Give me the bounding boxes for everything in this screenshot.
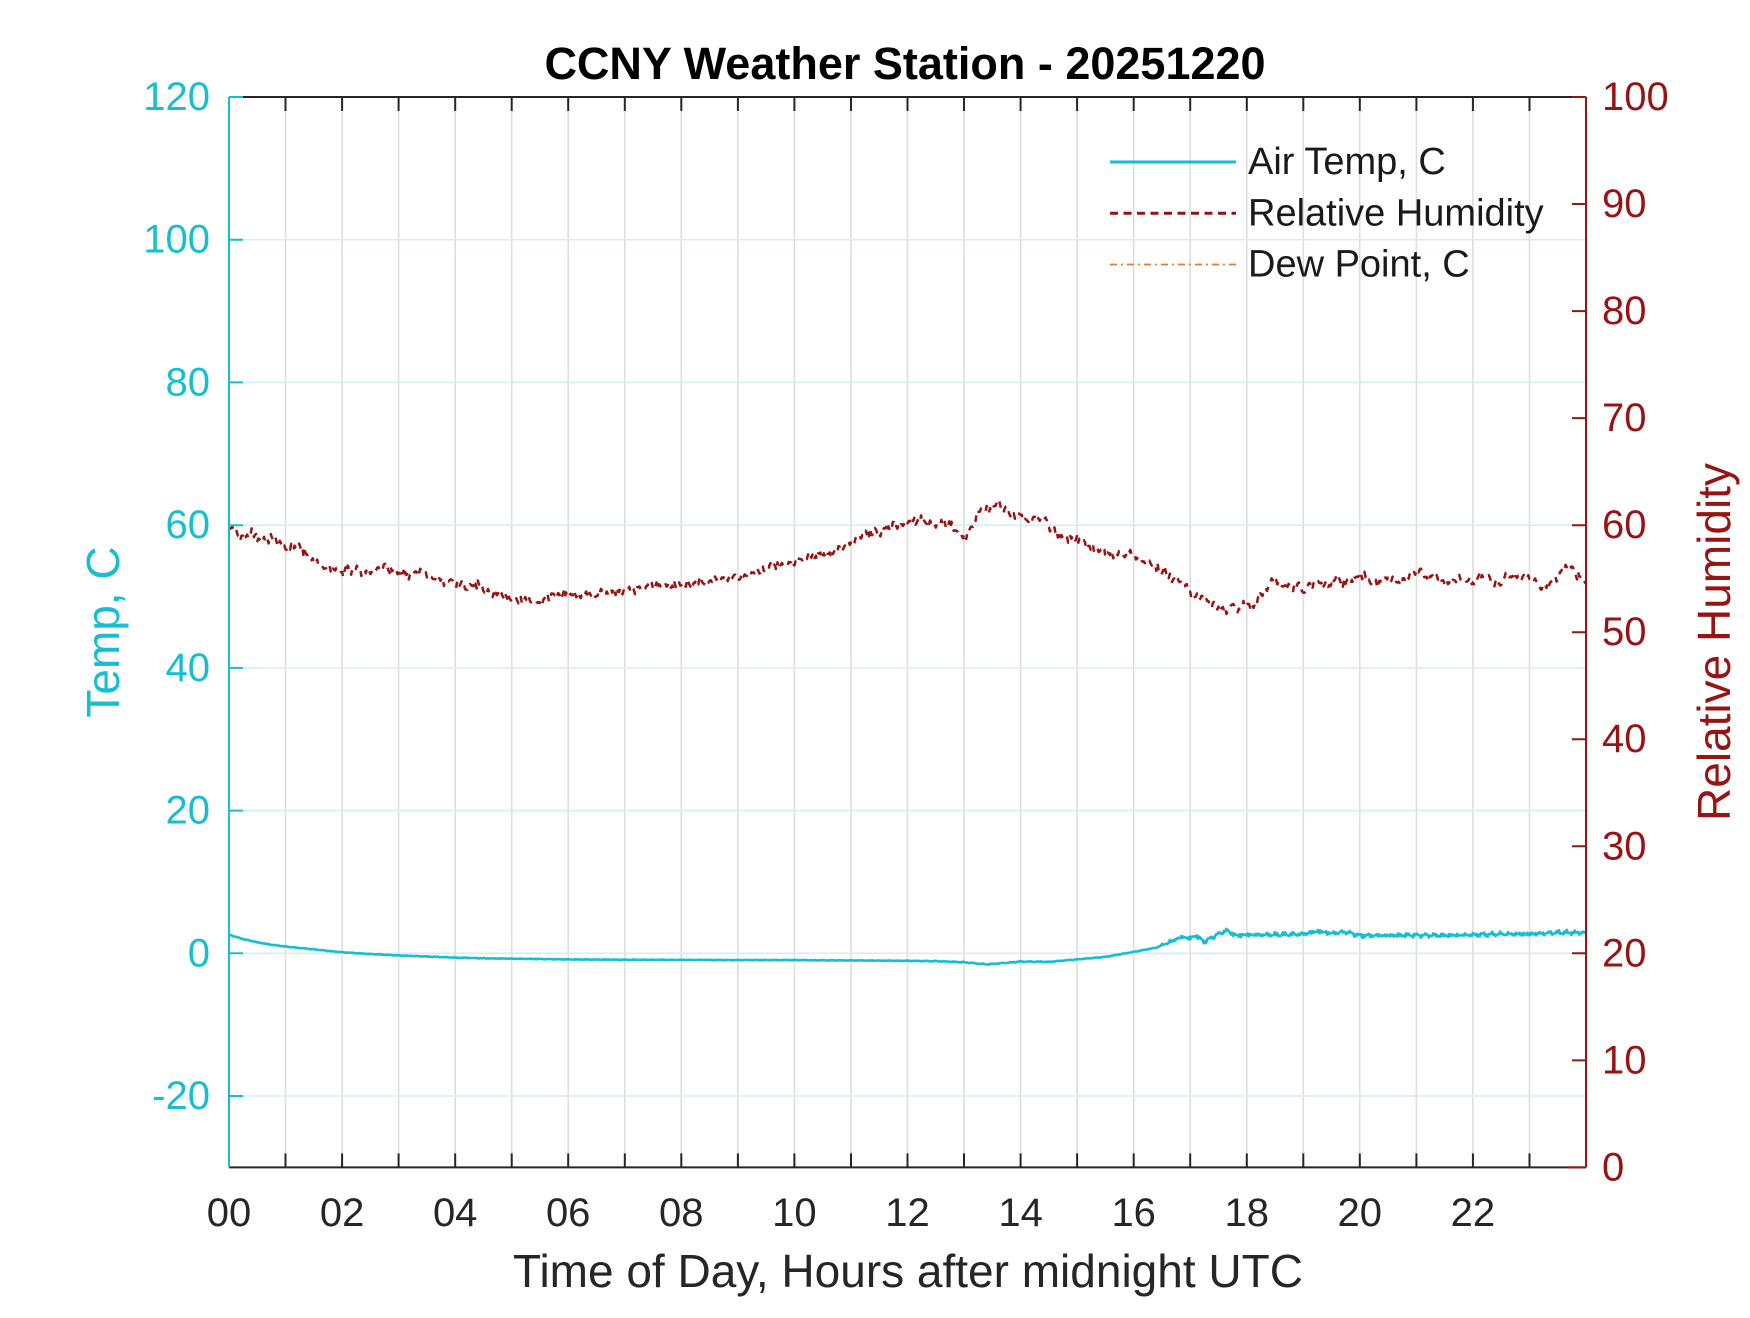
svg-text:0: 0 — [1602, 1145, 1624, 1189]
svg-text:06: 06 — [546, 1191, 591, 1235]
svg-text:30: 30 — [1602, 824, 1647, 868]
svg-text:100: 100 — [143, 218, 210, 262]
svg-text:60: 60 — [166, 503, 211, 547]
svg-text:70: 70 — [1602, 396, 1647, 440]
svg-text:18: 18 — [1225, 1191, 1270, 1235]
svg-text:120: 120 — [143, 75, 210, 119]
svg-text:40: 40 — [1602, 717, 1647, 761]
svg-text:40: 40 — [166, 646, 211, 690]
svg-text:Relative Humidity: Relative Humidity — [1688, 463, 1740, 821]
svg-text:22: 22 — [1451, 1191, 1496, 1235]
svg-text:0: 0 — [188, 931, 210, 975]
svg-text:80: 80 — [166, 360, 211, 404]
svg-text:16: 16 — [1111, 1191, 1156, 1235]
svg-text:20: 20 — [166, 789, 211, 833]
svg-text:90: 90 — [1602, 182, 1647, 226]
svg-text:Temp, C: Temp, C — [77, 546, 129, 717]
svg-text:Time of Day, Hours after midni: Time of Day, Hours after midnight UTC — [513, 1245, 1303, 1297]
svg-text:Dew Point, C: Dew Point, C — [1248, 244, 1470, 286]
svg-text:-20: -20 — [152, 1074, 210, 1118]
svg-text:80: 80 — [1602, 289, 1647, 333]
svg-text:Relative Humidity: Relative Humidity — [1248, 192, 1544, 234]
svg-text:Air Temp, C: Air Temp, C — [1248, 141, 1446, 183]
svg-text:CCNY Weather Station - 2025122: CCNY Weather Station - 20251220 — [544, 38, 1265, 89]
svg-text:60: 60 — [1602, 503, 1647, 547]
svg-text:10: 10 — [772, 1191, 817, 1235]
svg-text:10: 10 — [1602, 1038, 1647, 1082]
svg-text:20: 20 — [1338, 1191, 1383, 1235]
svg-text:04: 04 — [433, 1191, 478, 1235]
svg-text:00: 00 — [207, 1191, 252, 1235]
svg-text:14: 14 — [998, 1191, 1043, 1235]
svg-text:12: 12 — [885, 1191, 930, 1235]
svg-text:02: 02 — [320, 1191, 365, 1235]
svg-text:08: 08 — [659, 1191, 704, 1235]
svg-text:50: 50 — [1602, 610, 1647, 654]
svg-text:20: 20 — [1602, 931, 1647, 975]
svg-text:100: 100 — [1602, 75, 1669, 119]
